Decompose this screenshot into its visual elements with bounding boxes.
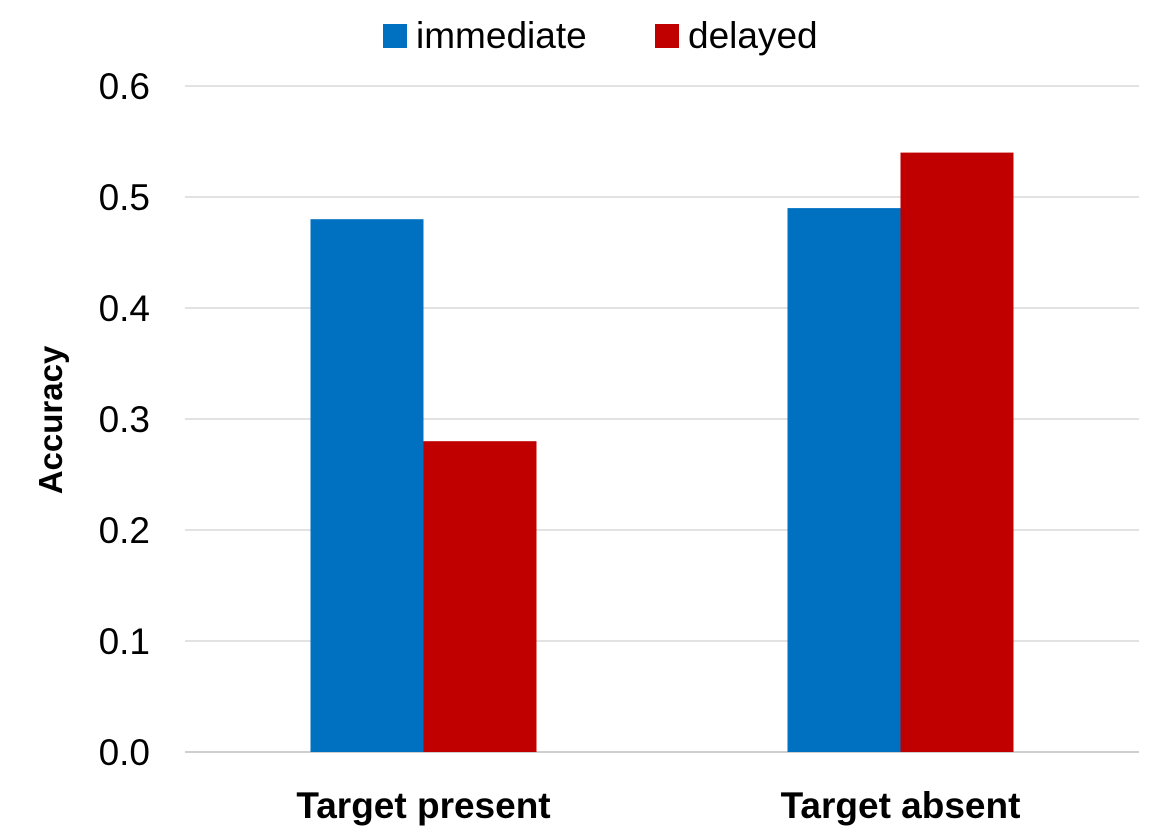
- y-tick-label: 0.5: [99, 177, 150, 218]
- bar-delayed-1: [900, 152, 1014, 753]
- bar-delayed-0: [423, 441, 537, 752]
- x-category-label: Target absent: [781, 785, 1021, 826]
- legend-swatch-delayed: [655, 24, 679, 48]
- x-category-label: Target present: [296, 785, 550, 826]
- y-tick-label: 0.3: [99, 399, 150, 440]
- y-tick-label: 0.4: [99, 288, 150, 329]
- y-tick-label: 0.1: [99, 621, 150, 662]
- legend: immediate delayed: [383, 15, 818, 56]
- legend-swatch-immediate: [383, 24, 407, 48]
- bar-immediate-0: [310, 219, 424, 752]
- y-axis-ticks: 0.0 0.1 0.2 0.3 0.4 0.5 0.6: [99, 66, 150, 773]
- legend-label-delayed: delayed: [688, 15, 818, 56]
- legend-label-immediate: immediate: [416, 15, 587, 56]
- x-axis-ticks: Target present Target absent: [296, 785, 1020, 826]
- y-tick-label: 0.2: [99, 510, 150, 551]
- bar-immediate-1: [787, 208, 901, 753]
- bars: [310, 152, 1014, 753]
- y-axis-title: Accuracy: [32, 345, 69, 494]
- y-tick-label: 0.6: [99, 66, 150, 107]
- y-tick-label: 0.0: [99, 732, 150, 773]
